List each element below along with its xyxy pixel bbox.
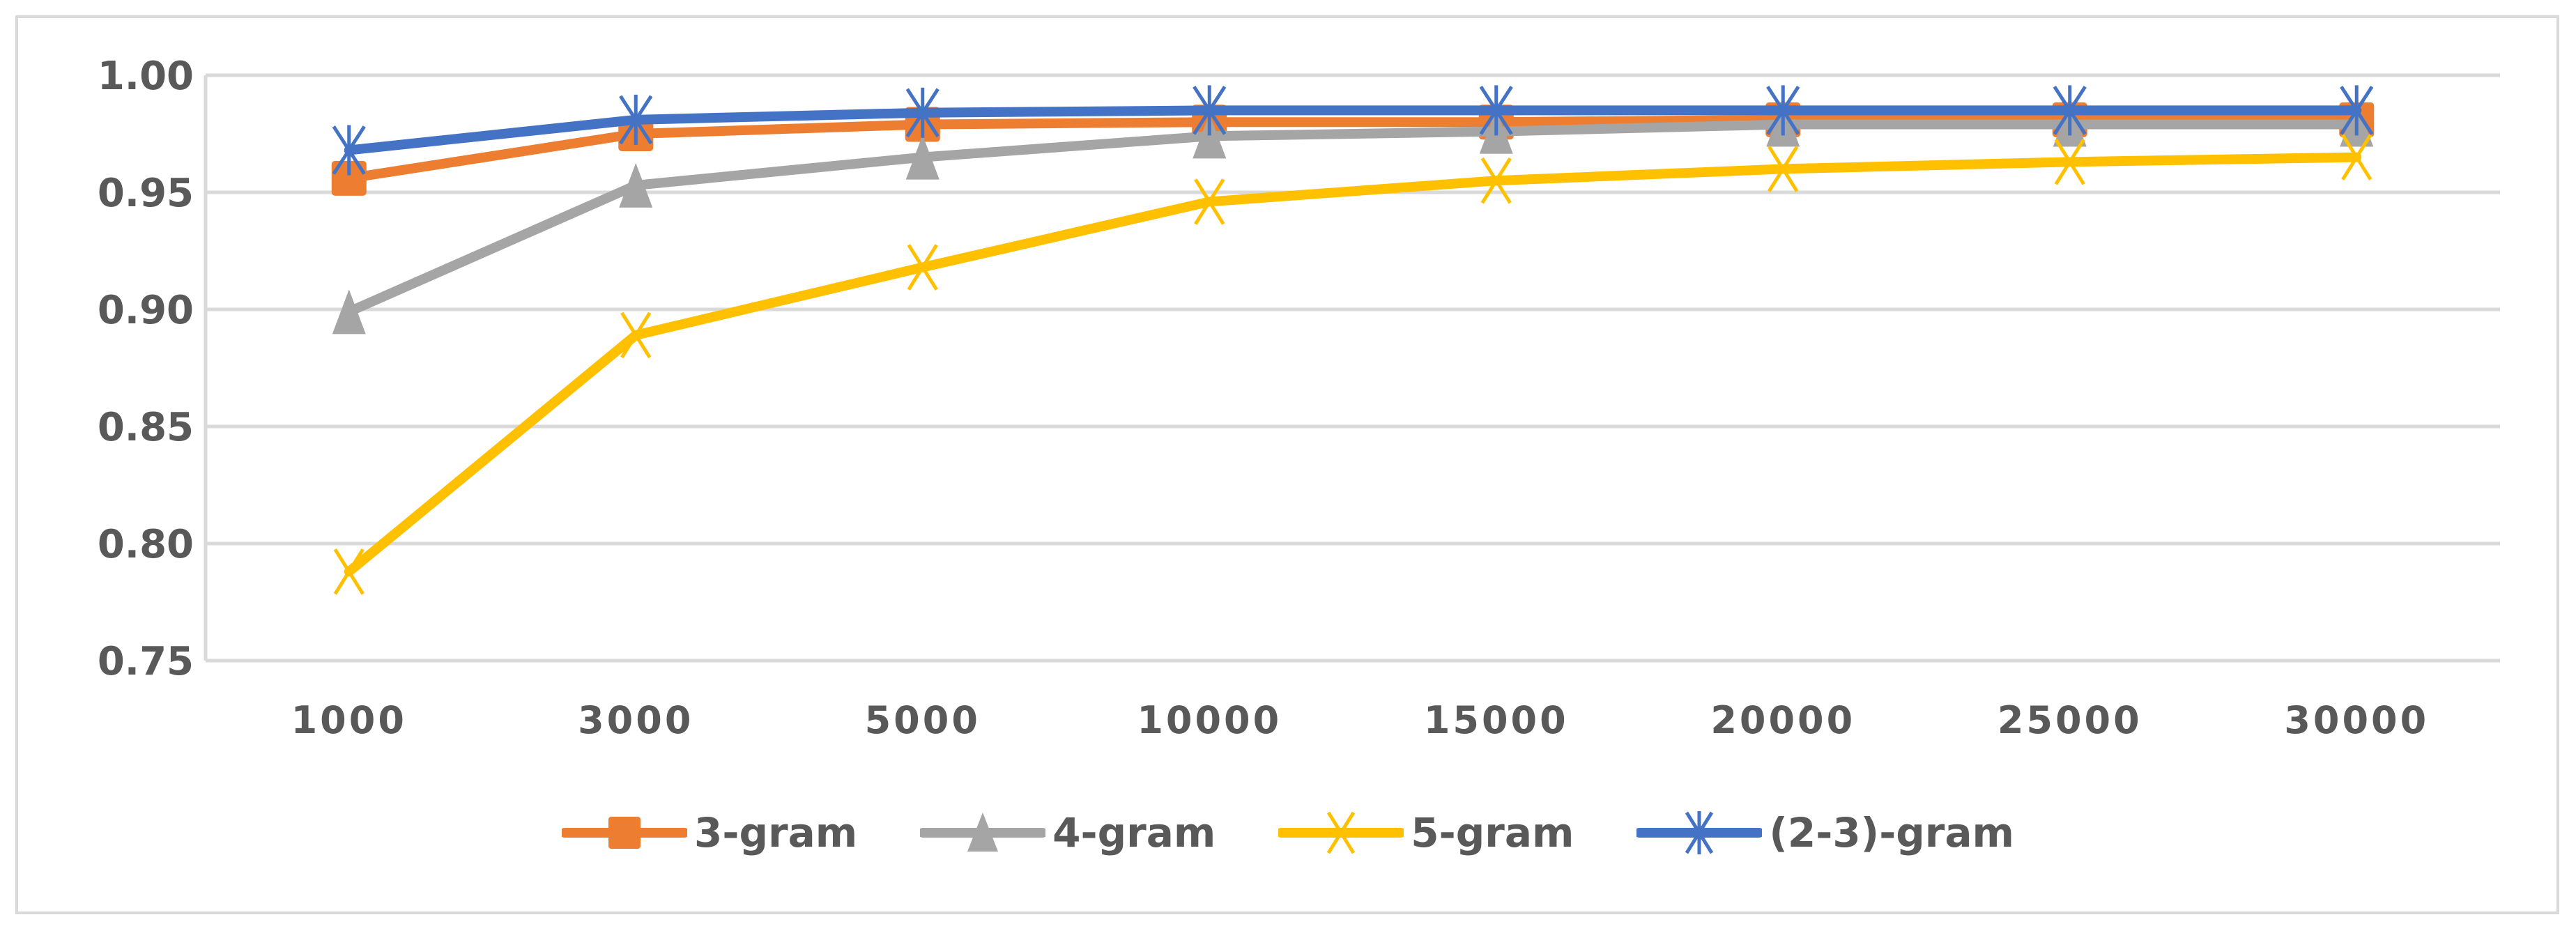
x-tick-label: 25000	[1998, 698, 2142, 742]
triangle-marker-icon	[920, 813, 1046, 852]
y-tick-label: 0.85	[98, 405, 194, 450]
square-marker-icon	[562, 817, 688, 849]
legend-label: 4-gram	[1052, 809, 1216, 856]
star-marker-icon	[332, 125, 366, 176]
legend-label: 5-gram	[1411, 809, 1574, 856]
series-4-gram	[332, 102, 2374, 334]
star-marker-icon	[1766, 85, 1800, 136]
star-marker-icon	[1479, 85, 1513, 136]
legend-item-3-gram[interactable]: 3-gram	[562, 808, 857, 857]
x-marker-icon	[1480, 157, 1512, 204]
x-tick-label: 5000	[865, 698, 981, 742]
star-marker-icon	[619, 94, 653, 145]
series-2-3-gram	[332, 85, 2374, 176]
x-marker-icon	[2341, 134, 2372, 180]
triangle-marker-icon	[332, 289, 366, 334]
x-tick-label: 1000	[291, 698, 407, 742]
series-5-gram	[333, 134, 2372, 595]
triangle-marker-icon	[905, 134, 940, 180]
x-tick-label: 3000	[578, 698, 693, 742]
star-marker-icon	[1636, 811, 1763, 854]
x-tick-label: 30000	[2284, 698, 2429, 742]
x-marker-icon	[1194, 178, 1225, 225]
legend-item-5-gram[interactable]: 5-gram	[1278, 808, 1574, 857]
star-marker-icon	[1193, 85, 1227, 136]
y-tick-label: 0.75	[98, 639, 194, 684]
gridlines	[204, 73, 2500, 663]
x-marker-icon	[907, 244, 938, 291]
y-tick-label: 1.00	[98, 54, 194, 99]
x-axis: 1000 3000 5000 10000 15000 20000 25000 30000	[291, 698, 2429, 742]
x-tick-label: 20000	[1710, 698, 1855, 742]
star-marker-icon	[2053, 85, 2087, 136]
triangle-marker-icon	[619, 162, 653, 208]
legend-label: 3-gram	[694, 809, 858, 856]
series-line	[344, 119, 2362, 317]
x-marker-icon	[620, 311, 652, 359]
y-tick-label: 0.95	[98, 171, 194, 216]
y-axis: 1.00 0.95 0.90 0.85 0.80 0.75	[98, 54, 194, 684]
x-marker-icon	[333, 548, 365, 595]
square-marker-icon	[331, 160, 367, 196]
series-line	[344, 152, 2362, 577]
star-marker-icon	[2340, 85, 2374, 136]
x-marker-icon	[1768, 146, 1799, 192]
series-line	[344, 105, 2362, 155]
legend: 3-gram 4-gram 5-gram (2-3)-gram	[0, 801, 2576, 864]
legend-item-2-3-gram[interactable]: (2-3)-gram	[1636, 808, 2014, 857]
triangle-marker-icon	[1193, 114, 1227, 159]
series-layer	[331, 85, 2375, 595]
legend-item-4-gram[interactable]: 4-gram	[920, 808, 1216, 857]
star-marker-icon	[905, 87, 940, 138]
y-tick-label: 0.90	[98, 288, 194, 333]
x-marker-icon	[2054, 138, 2085, 185]
x-marker-icon	[1278, 811, 1404, 854]
x-tick-label: 15000	[1424, 698, 1569, 742]
y-tick-label: 0.80	[98, 522, 194, 567]
x-tick-label: 10000	[1137, 698, 1282, 742]
legend-label: (2-3)-gram	[1769, 809, 2014, 856]
